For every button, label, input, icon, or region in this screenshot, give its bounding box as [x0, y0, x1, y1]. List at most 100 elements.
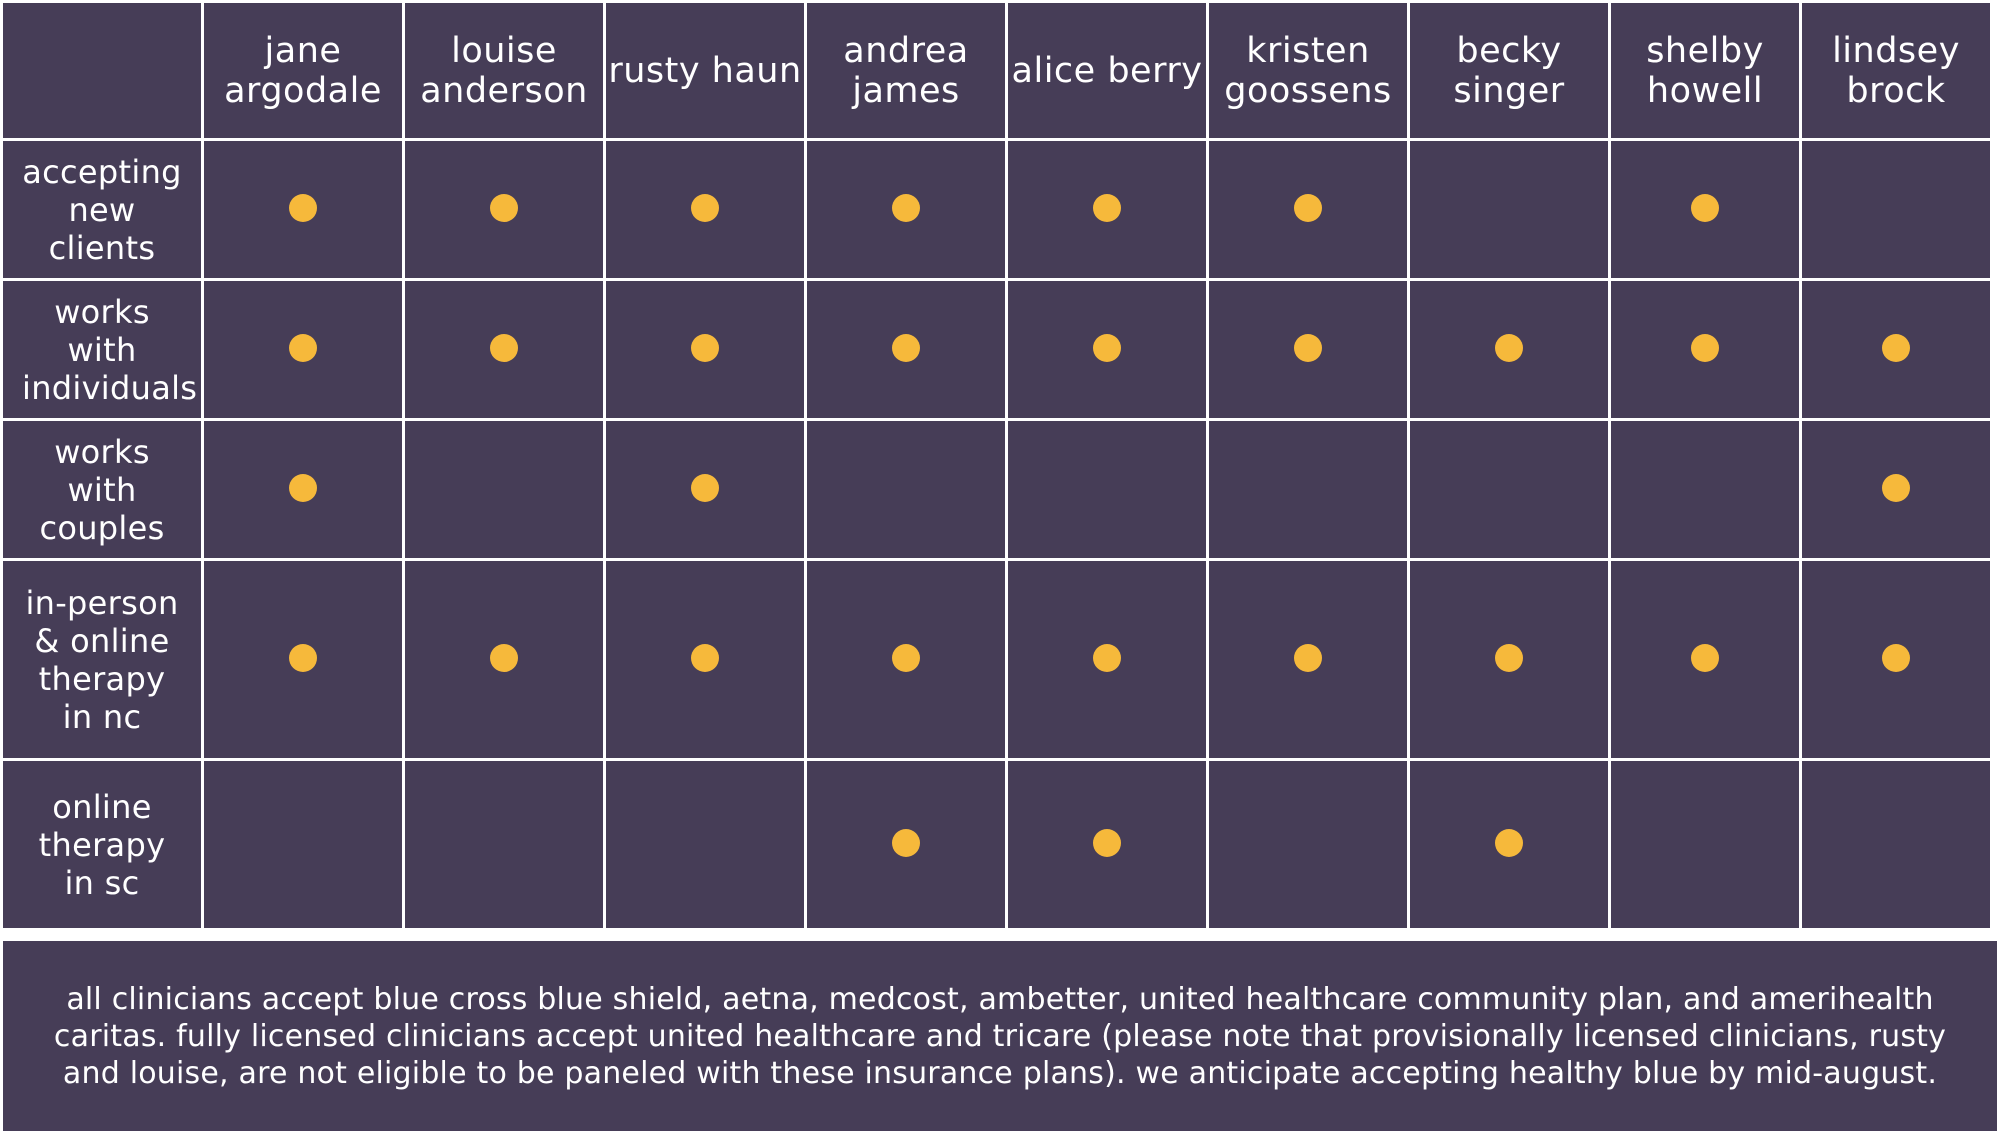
availability-dot [892, 643, 920, 672]
clinician-name: rusty haun [608, 50, 802, 91]
availability-dot [1294, 193, 1322, 222]
header-row: jane argodale louise anderson rusty haun an… [3, 3, 1990, 138]
availability-dot [1691, 333, 1719, 362]
availability-cell [1802, 281, 1990, 418]
row-label-works-with-couples: works with couples [3, 421, 201, 558]
insurance-note-panel: all clinicians accept blue cross blue sh… [3, 941, 1997, 1131]
availability-cell [1802, 761, 1990, 928]
availability-cell [405, 561, 603, 758]
row-label-text: online therapy in sc [38, 787, 166, 902]
availability-cell [204, 141, 402, 278]
availability-cell [807, 561, 1005, 758]
row-label-works-with-individuals: works with individuals [3, 281, 201, 418]
column-header-kristen-goossens: kristen goossens [1209, 3, 1407, 138]
availability-dot [1294, 333, 1322, 362]
availability-cell [1410, 561, 1608, 758]
availability-dot [1495, 828, 1523, 857]
availability-dot [691, 473, 719, 502]
availability-cell [1410, 141, 1608, 278]
availability-dot [289, 333, 317, 362]
availability-cell [204, 761, 402, 928]
availability-cell [405, 281, 603, 418]
column-header-andrea-james: andrea james [807, 3, 1005, 138]
column-header-alice-berry: alice berry [1008, 3, 1206, 138]
availability-cell [1008, 421, 1206, 558]
table-row: online therapy in sc [3, 761, 1990, 928]
clinician-name: lindsey brock [1832, 30, 1960, 111]
availability-dot [691, 333, 719, 362]
table-row: accepting new clients [3, 141, 1990, 278]
row-label-accepting-new-clients: accepting new clients [3, 141, 201, 278]
clinician-name: louise anderson [420, 30, 588, 111]
corner-cell [3, 3, 201, 138]
availability-cell [1410, 761, 1608, 928]
row-label-text: in-person & online therapy in nc [25, 583, 179, 736]
insurance-note-text: all clinicians accept blue cross blue sh… [53, 981, 1947, 1091]
clinician-name: jane argodale [224, 30, 382, 111]
availability-cell [1008, 561, 1206, 758]
availability-dot [691, 193, 719, 222]
clinician-name: shelby howell [1646, 30, 1764, 111]
availability-cell [1209, 281, 1407, 418]
row-label-text: accepting new clients [22, 152, 182, 267]
availability-cell [1802, 141, 1990, 278]
availability-cell [1209, 561, 1407, 758]
column-header-lindsey-brock: lindsey brock [1802, 3, 1990, 138]
availability-cell [1209, 421, 1407, 558]
availability-dot [1691, 193, 1719, 222]
availability-dot [1882, 643, 1910, 672]
availability-dot [490, 643, 518, 672]
availability-cell [807, 141, 1005, 278]
availability-cell [606, 561, 804, 758]
availability-cell [204, 421, 402, 558]
availability-cell [1611, 281, 1799, 418]
clinician-name: becky singer [1453, 30, 1565, 111]
availability-dot [1093, 828, 1121, 857]
availability-dot [490, 193, 518, 222]
availability-cell [1008, 281, 1206, 418]
table-row: works with couples [3, 421, 1990, 558]
row-label-text: works with individuals [22, 292, 198, 407]
availability-dot [490, 333, 518, 362]
availability-cell [1611, 421, 1799, 558]
availability-dot [289, 193, 317, 222]
availability-cell [807, 421, 1005, 558]
availability-cell [1611, 141, 1799, 278]
availability-dot [1093, 333, 1121, 362]
availability-cell [405, 141, 603, 278]
availability-cell [606, 281, 804, 418]
availability-dot [892, 333, 920, 362]
availability-dot [1093, 643, 1121, 672]
column-header-jane-argodale: jane argodale [204, 3, 402, 138]
availability-table: jane argodale louise anderson rusty haun an… [3, 3, 1990, 928]
column-header-rusty-haun: rusty haun [606, 3, 804, 138]
availability-cell [1611, 761, 1799, 928]
availability-cell [204, 281, 402, 418]
table-row: works with individuals [3, 281, 1990, 418]
availability-cell [1611, 561, 1799, 758]
availability-dot [1495, 333, 1523, 362]
availability-dot [892, 828, 920, 857]
clinician-name: alice berry [1011, 50, 1203, 91]
row-label-online-therapy-in-sc: online therapy in sc [3, 761, 201, 928]
availability-cell [204, 561, 402, 758]
availability-dot [1294, 643, 1322, 672]
availability-cell [606, 421, 804, 558]
availability-cell [1008, 761, 1206, 928]
row-label-in-person-and-online-therapy-in-nc: in-person & online therapy in nc [3, 561, 201, 758]
availability-dot [1093, 193, 1121, 222]
availability-cell [405, 421, 603, 558]
availability-cell [1802, 421, 1990, 558]
availability-dot [1882, 333, 1910, 362]
availability-cell [606, 761, 804, 928]
column-header-louise-anderson: louise anderson [405, 3, 603, 138]
clinician-name: andrea james [843, 30, 969, 111]
availability-dot [1882, 473, 1910, 502]
availability-cell [807, 761, 1005, 928]
availability-cell [1802, 561, 1990, 758]
availability-dot [289, 473, 317, 502]
column-header-shelby-howell: shelby howell [1611, 3, 1799, 138]
availability-cell [1209, 141, 1407, 278]
availability-cell [807, 281, 1005, 418]
